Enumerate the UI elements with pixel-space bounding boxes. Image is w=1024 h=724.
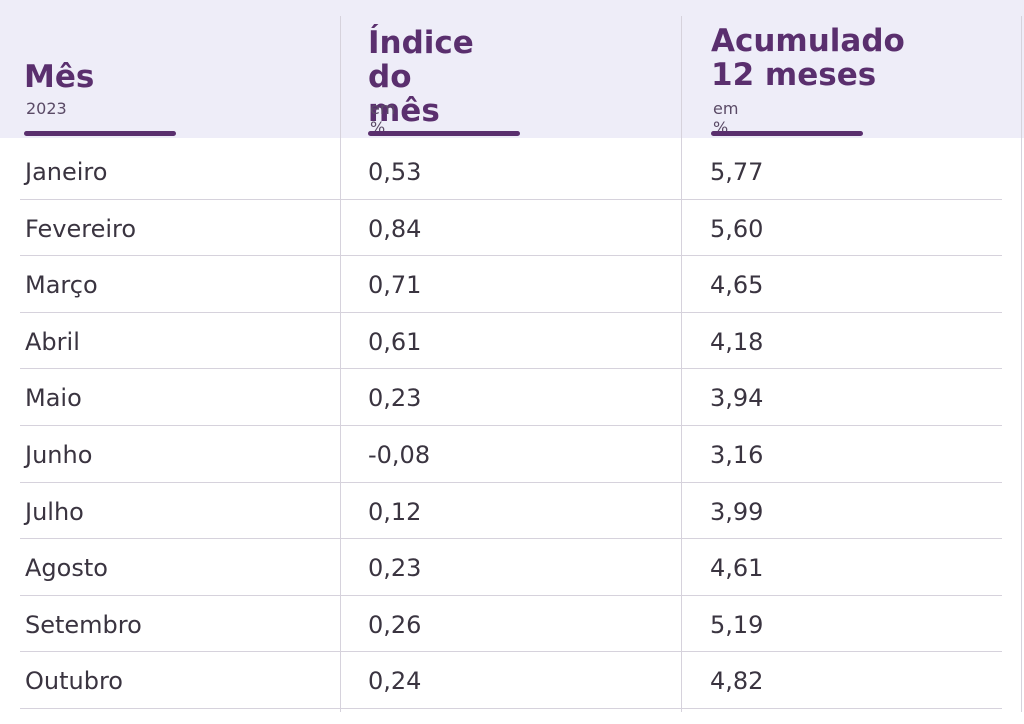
header-acumulado-underline — [711, 131, 863, 136]
cell-acumulado: 4,65 — [710, 271, 764, 300]
cell-acumulado: 3,16 — [710, 440, 764, 469]
cell-mes: Julho — [25, 497, 84, 526]
table-row: Agosto 0,23 4,61 — [20, 539, 1002, 596]
cell-acumulado: 4,82 — [710, 667, 764, 696]
table-row: Março 0,71 4,65 — [20, 256, 1002, 313]
cell-mes: Setembro — [25, 610, 142, 639]
cell-indice: 0,53 — [368, 158, 422, 186]
cell-acumulado: 4,61 — [710, 554, 764, 583]
table-body: Janeiro 0,53 5,77 Fevereiro 0,84 5,60 Março 0,7… — [0, 143, 1024, 709]
header-mes-underline — [24, 131, 176, 136]
table-header — [0, 0, 1024, 138]
header-indice-title: Índice do mês — [368, 25, 474, 129]
header-acumulado-title: Acumulado 12 meses — [711, 23, 905, 93]
table-row: Outubro 0,24 4,82 — [20, 652, 1002, 709]
cell-indice: 0,71 — [368, 271, 422, 300]
cell-mes: Abril — [25, 327, 80, 356]
cell-acumulado: 5,60 — [710, 214, 764, 243]
cell-mes: Fevereiro — [25, 214, 137, 243]
cell-acumulado: 5,19 — [710, 610, 764, 639]
cell-mes: Agosto — [25, 554, 108, 583]
table-row: Maio 0,23 3,94 — [20, 369, 1002, 426]
table-row: Janeiro 0,53 5,77 — [20, 143, 1002, 200]
cell-indice: 0,84 — [368, 214, 422, 243]
cell-indice: -0,08 — [368, 440, 431, 469]
cell-mes: Março — [25, 271, 98, 300]
cell-indice: 0,26 — [368, 610, 422, 639]
cell-mes: Janeiro — [25, 158, 108, 186]
column-divider — [340, 16, 341, 712]
cell-indice: 0,24 — [368, 667, 422, 696]
header-indice-underline — [368, 131, 520, 136]
cell-mes: Maio — [25, 384, 82, 413]
table-row: Abril 0,61 4,18 — [20, 313, 1002, 370]
table-row: Setembro 0,26 5,19 — [20, 596, 1002, 653]
cell-acumulado: 3,94 — [710, 384, 764, 413]
header-mes-subtitle: 2023 — [26, 99, 67, 118]
column-divider — [681, 16, 682, 712]
cell-mes: Junho — [25, 440, 93, 469]
table-row: Julho 0,12 3,99 — [20, 483, 1002, 540]
header-mes-title: Mês — [24, 59, 95, 95]
table-right-edge — [1021, 16, 1022, 712]
table-row: Junho -0,08 3,16 — [20, 426, 1002, 483]
table-row: Fevereiro 0,84 5,60 — [20, 200, 1002, 257]
cell-acumulado: 4,18 — [710, 327, 764, 356]
cell-indice: 0,23 — [368, 554, 422, 583]
cell-mes: Outubro — [25, 667, 123, 696]
cell-indice: 0,61 — [368, 327, 422, 356]
cell-acumulado: 3,99 — [710, 497, 764, 526]
cell-acumulado: 5,77 — [710, 158, 764, 186]
cell-indice: 0,12 — [368, 497, 422, 526]
cell-indice: 0,23 — [368, 384, 422, 413]
